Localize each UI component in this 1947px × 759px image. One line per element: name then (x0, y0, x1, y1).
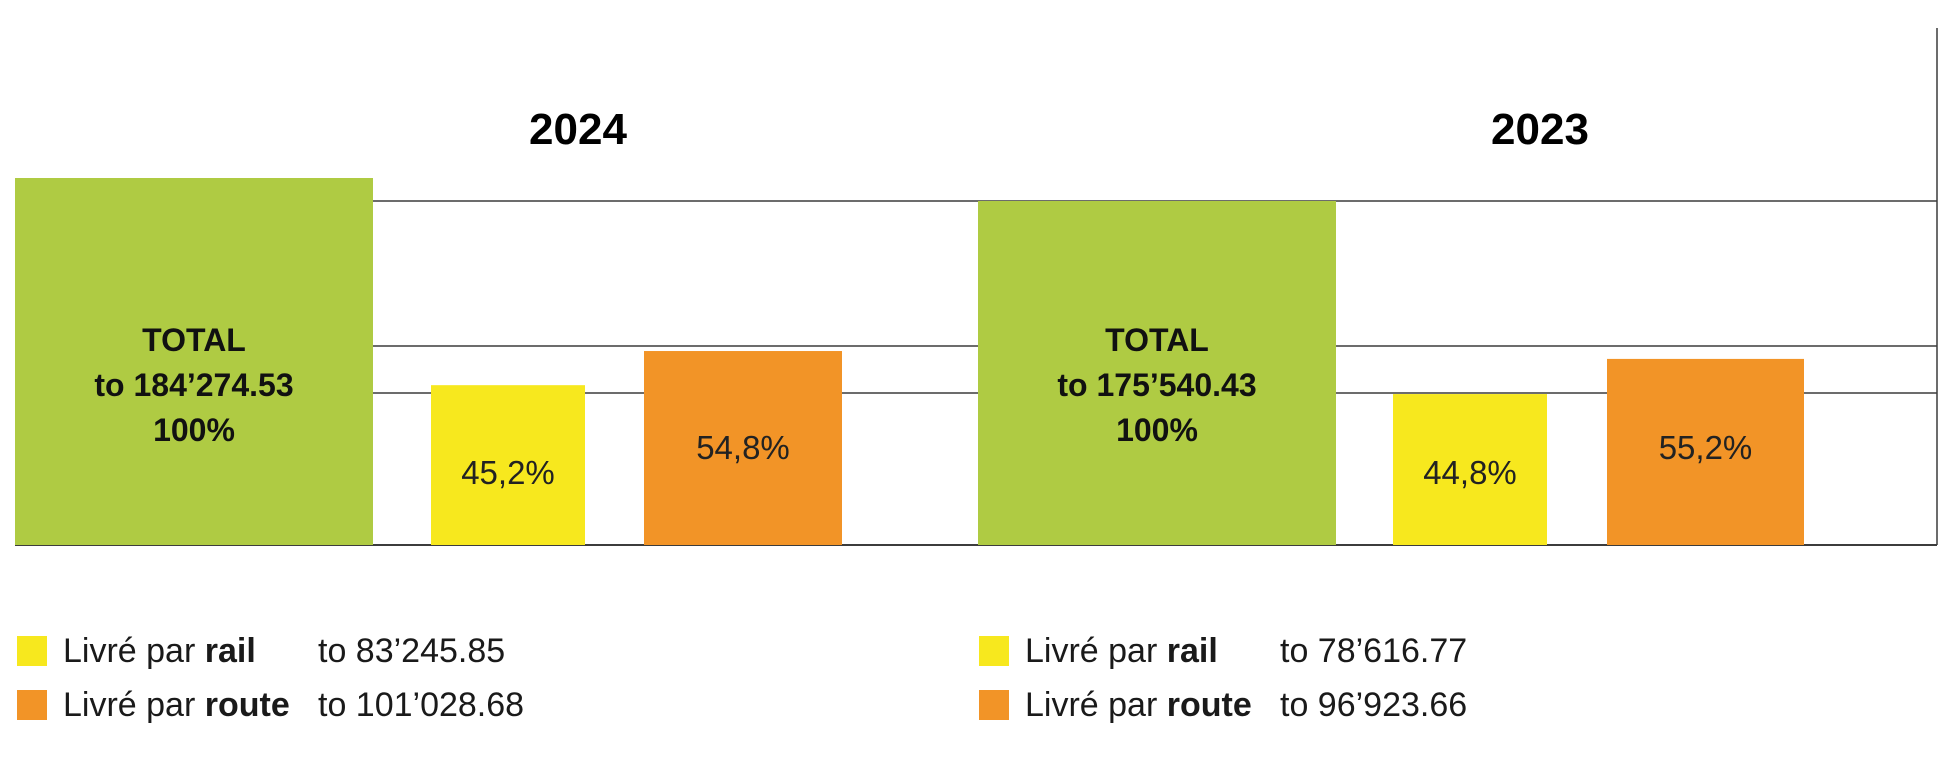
total-label-line-3: 100% (1116, 412, 1198, 448)
legend-mode: route (1166, 685, 1252, 724)
total-label-line-1: TOTAL (1105, 322, 1209, 358)
route-swatch (17, 690, 47, 720)
legend-prefix: Livré par (1025, 685, 1167, 724)
bar-total-2023 (978, 201, 1336, 545)
bar-route-2023 (1607, 358, 1804, 545)
bar-route-2024 (644, 351, 842, 545)
total-label-line-2: to 184’274.53 (94, 367, 293, 403)
legend-value: to 101’028.68 (318, 685, 525, 724)
chart-bars (15, 178, 1804, 545)
chart-title-2024: 2024 (529, 105, 627, 154)
bar-rail-2024 (431, 385, 585, 545)
legend-value: to 78’616.77 (1280, 631, 1468, 670)
data-label-rail-2023: 44,8% (1423, 454, 1517, 491)
chart-labels: 2024 TOTAL to 184’274.53 100% 45,2% 54,8% 2023… (94, 105, 1752, 491)
legend-item-route-2024: Livré par route to 101’028.68 (17, 686, 524, 724)
legend-item-rail-2024: Livré par rail to 83’245.85 (17, 632, 524, 670)
chart-title-2023: 2023 (1491, 105, 1589, 154)
data-label-route-2024: 54,8% (696, 429, 790, 466)
route-swatch (979, 690, 1009, 720)
data-label-rail-2024: 45,2% (461, 454, 555, 491)
total-label-line-2: to 175’540.43 (1057, 367, 1256, 403)
legend-mode: route (204, 685, 290, 724)
legend-2024: Livré par rail to 83’245.85 Livré par ro… (17, 632, 524, 724)
legend-prefix: Livré par (63, 685, 205, 724)
legend-2023: Livré par rail to 78’616.77 Livré par ro… (979, 632, 1467, 724)
legend-item-rail-2023: Livré par rail to 78’616.77 (979, 632, 1467, 670)
total-label-line-1: TOTAL (142, 322, 246, 358)
legend-mode: rail (1166, 631, 1218, 670)
bar-total-2024 (15, 178, 373, 545)
legend-prefix: Livré par (63, 631, 205, 670)
total-label-line-3: 100% (153, 412, 235, 448)
data-label-route-2023: 55,2% (1659, 429, 1753, 466)
rail-swatch (17, 636, 47, 666)
bar-rail-2023 (1393, 394, 1547, 545)
legend-value: to 96’923.66 (1280, 685, 1468, 724)
legend-prefix: Livré par (1025, 631, 1167, 670)
legend-value: to 83’245.85 (318, 631, 506, 670)
rail-swatch (979, 636, 1009, 666)
legend-mode: rail (204, 631, 256, 670)
legend-item-route-2023: Livré par route to 96’923.66 (979, 686, 1467, 724)
